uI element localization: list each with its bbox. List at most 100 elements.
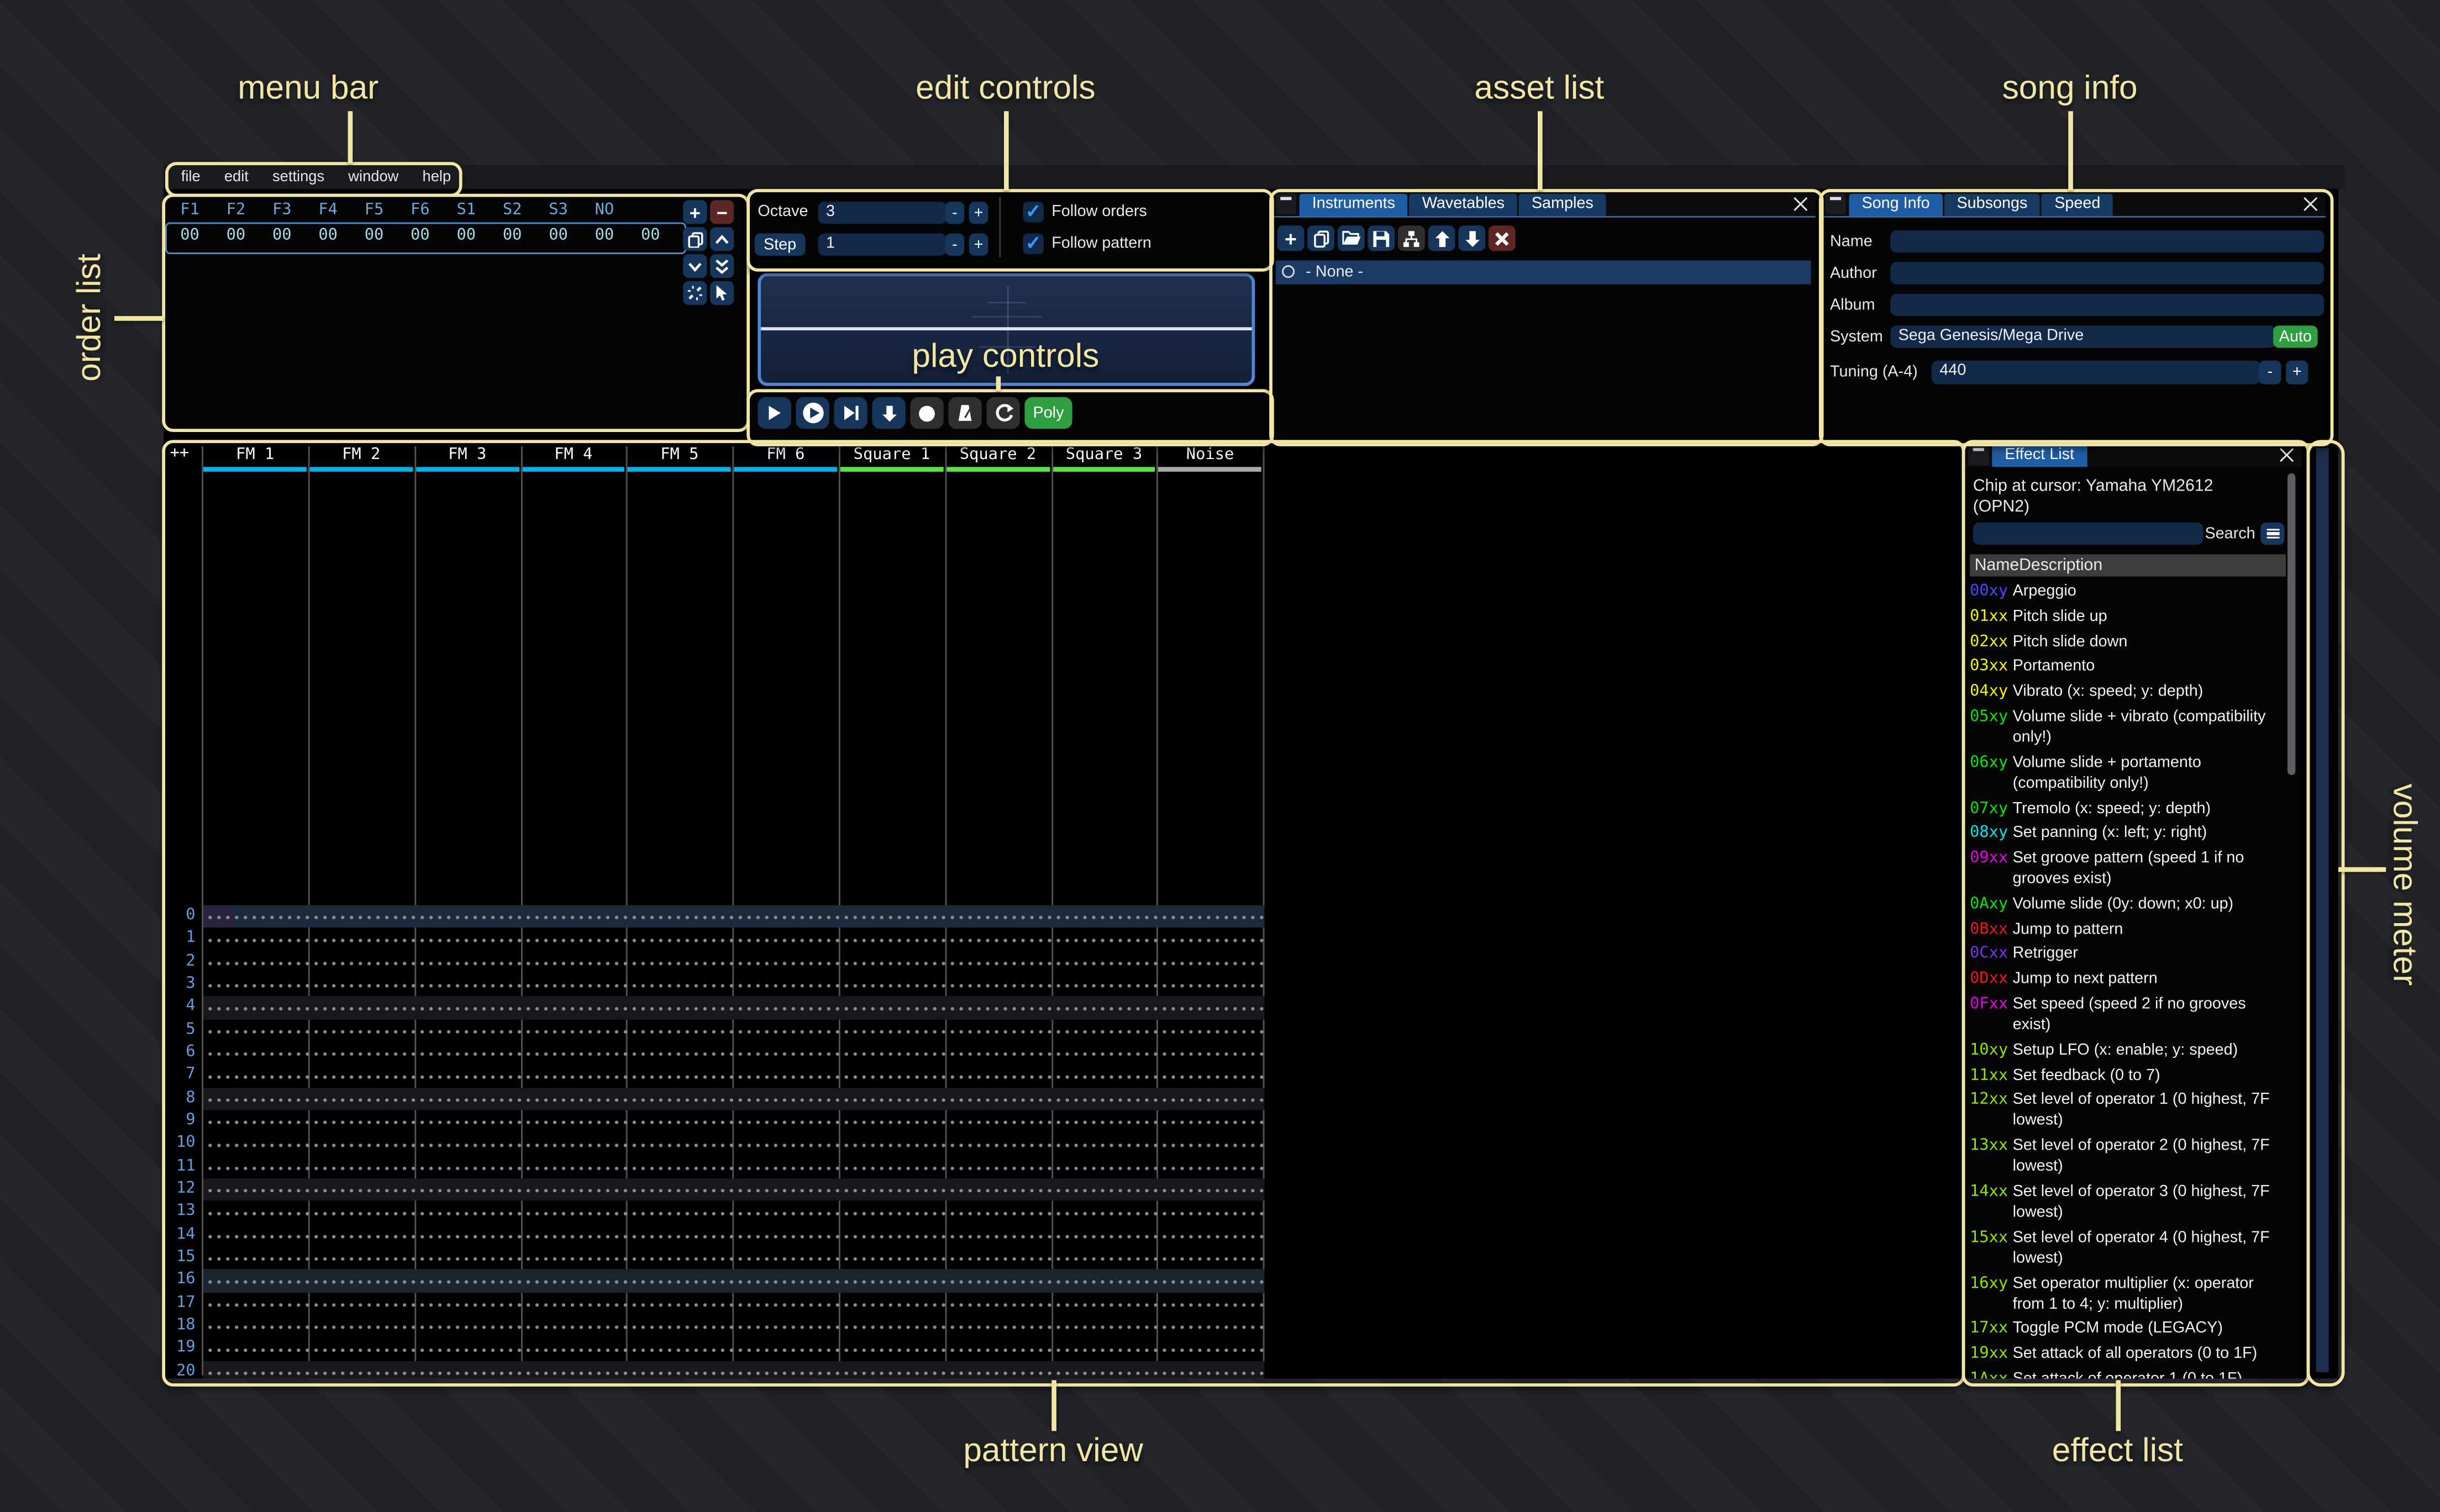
asset-move-up-button[interactable] — [1428, 225, 1455, 251]
pattern-row[interactable]: 9 — [164, 1110, 1427, 1133]
record-button[interactable] — [910, 397, 944, 429]
pattern-view-window[interactable]: ++ FM 1 FM 2 FM 3 FM 4 FM 5 FM 6 — [164, 441, 1957, 1379]
asset-delete-button[interactable] — [1488, 225, 1516, 251]
order-cell[interactable]: 00 — [318, 227, 338, 245]
channel-header[interactable]: FM 2 — [308, 446, 414, 471]
tuning-input[interactable]: 440 — [1932, 360, 2261, 384]
step-minus-button[interactable]: - — [945, 233, 965, 256]
pattern-row[interactable]: 5 — [164, 1019, 1427, 1042]
row-empty-cells[interactable] — [203, 973, 1264, 997]
octave-plus-button[interactable]: + — [969, 202, 988, 224]
asset-tab[interactable]: Samples — [1518, 193, 1606, 216]
pattern-row[interactable]: 10 — [164, 1132, 1427, 1156]
effect-row[interactable]: 01xx Pitch slide up — [1970, 605, 2281, 630]
song-info-tab[interactable]: Song Info — [1849, 193, 1943, 216]
effect-row[interactable]: 08xy Set panning (x: left; y: right) — [1970, 821, 2281, 846]
pattern-row[interactable]: 19 — [164, 1337, 1427, 1361]
row-empty-cells[interactable] — [203, 951, 1264, 974]
row-empty-cells[interactable] — [203, 1269, 1264, 1293]
pattern-row[interactable]: 16 — [164, 1269, 1427, 1293]
step-row-button[interactable] — [834, 397, 867, 429]
search-options-button[interactable] — [2260, 522, 2285, 545]
menu-item[interactable]: settings — [272, 168, 325, 186]
order-cell[interactable]: 00 — [456, 227, 476, 245]
effect-row[interactable]: 0Bxx Jump to pattern — [1970, 918, 2281, 942]
effect-row[interactable]: 04xy Vibrato (x: speed; y: depth) — [1970, 680, 2281, 705]
asset-open-button[interactable] — [1337, 225, 1365, 251]
asset-tab[interactable]: Instruments — [1299, 193, 1408, 216]
asset-tab[interactable]: Wavetables — [1409, 193, 1517, 216]
order-change-mode-button[interactable] — [710, 281, 734, 305]
row-empty-cells[interactable] — [203, 1315, 1264, 1338]
asset-move-down-button[interactable] — [1458, 225, 1486, 251]
asset-dir-mode-button[interactable] — [1398, 225, 1425, 251]
effect-table-header[interactable]: Name Description — [1970, 554, 2286, 577]
effect-row[interactable]: 12xx Set level of operator 1 (0 highest,… — [1970, 1088, 2281, 1134]
order-deep-clone-button[interactable] — [683, 281, 707, 305]
order-cell[interactable]: 00 — [502, 227, 522, 245]
channel-header[interactable]: FM 5 — [627, 446, 733, 471]
pattern-row[interactable]: 2 — [164, 951, 1427, 974]
menu-item[interactable]: file — [181, 168, 201, 186]
collapse-window-icon[interactable] — [1968, 445, 1989, 466]
follow-orders-checkbox[interactable]: ✓ — [1023, 202, 1044, 223]
order-cell[interactable]: 00 — [595, 227, 614, 245]
octave-input[interactable]: 3 — [818, 202, 947, 224]
effect-row[interactable]: 17xx Toggle PCM mode (LEGACY) — [1970, 1317, 2281, 1342]
tuning-plus-button[interactable]: + — [2286, 360, 2308, 384]
song-info-tab[interactable]: Speed — [2042, 193, 2113, 216]
effect-row[interactable]: 11xx Set feedback (0 to 7) — [1970, 1063, 2281, 1088]
pattern-corner[interactable]: ++ — [170, 445, 190, 462]
row-empty-cells[interactable] — [203, 1065, 1264, 1088]
close-icon[interactable] — [2300, 194, 2321, 214]
step-button[interactable]: Step — [754, 233, 806, 256]
play-button[interactable] — [758, 397, 791, 429]
order-cell[interactable]: 00 — [640, 227, 660, 245]
order-move-down-button[interactable] — [683, 254, 707, 278]
order-cell[interactable]: 00 — [272, 227, 292, 245]
row-empty-cells[interactable] — [203, 1246, 1264, 1269]
effect-row[interactable]: 07xy Tremolo (x: speed; y: depth) — [1970, 797, 2281, 821]
pattern-row[interactable]: 0 — [164, 905, 1427, 928]
auto-system-button[interactable]: Auto — [2273, 325, 2318, 348]
pattern-row[interactable]: 18 — [164, 1315, 1427, 1338]
octave-minus-button[interactable]: - — [945, 202, 965, 224]
effect-row[interactable]: 13xx Set level of operator 2 (0 highest,… — [1970, 1134, 2281, 1180]
order-move-up-button[interactable] — [710, 227, 734, 251]
asset-duplicate-button[interactable] — [1307, 225, 1334, 251]
effect-row[interactable]: 0Cxx Retrigger — [1970, 942, 2281, 967]
name-input[interactable] — [1890, 230, 2325, 253]
order-row[interactable]: 00 00 00 00 00 00 00 00 00 00 00 — [167, 227, 674, 245]
row-empty-cells[interactable] — [203, 996, 1264, 1019]
asset-add-button[interactable]: + — [1277, 225, 1305, 251]
channel-header[interactable]: FM 6 — [733, 446, 839, 471]
pattern-row[interactable]: 8 — [164, 1087, 1427, 1110]
row-empty-cells[interactable] — [203, 1110, 1264, 1133]
pattern-row[interactable]: 4 — [164, 996, 1427, 1019]
effect-row[interactable]: 03xx Portamento — [1970, 655, 2281, 679]
row-empty-cells[interactable] — [203, 1201, 1264, 1224]
song-info-tab[interactable]: Subsongs — [1944, 193, 2041, 216]
row-empty-cells[interactable] — [203, 928, 1264, 951]
effect-list-scrollbar[interactable] — [2288, 473, 2296, 775]
effect-row[interactable]: 14xx Set level of operator 3 (0 highest,… — [1970, 1180, 2281, 1226]
close-icon[interactable] — [1790, 194, 1811, 214]
row-empty-cells[interactable] — [203, 1132, 1264, 1156]
metronome-button[interactable] — [948, 397, 982, 429]
order-remove-button[interactable]: − — [710, 200, 734, 224]
effect-search-input[interactable] — [1973, 522, 2204, 545]
pattern-row[interactable]: 15 — [164, 1246, 1427, 1269]
pattern-row[interactable]: 20 — [164, 1360, 1427, 1379]
row-empty-cells[interactable] — [203, 1360, 1264, 1379]
pattern-row[interactable]: 13 — [164, 1201, 1427, 1224]
close-icon[interactable] — [2276, 445, 2297, 465]
order-cell[interactable]: 00 — [549, 227, 568, 245]
row-empty-cells[interactable] — [203, 1087, 1264, 1110]
effect-row[interactable]: 05xy Volume slide + vibrato (compatibili… — [1970, 705, 2281, 751]
effect-row[interactable]: 19xx Set attack of all operators (0 to 1… — [1970, 1342, 2281, 1367]
effect-row[interactable]: 0Dxx Jump to next pattern — [1970, 967, 2281, 992]
row-empty-cells[interactable] — [203, 1224, 1264, 1247]
play-pattern-button[interactable] — [796, 397, 829, 429]
effect-row[interactable]: 00xy Arpeggio — [1970, 579, 2281, 604]
poly-down-button[interactable] — [872, 397, 906, 429]
